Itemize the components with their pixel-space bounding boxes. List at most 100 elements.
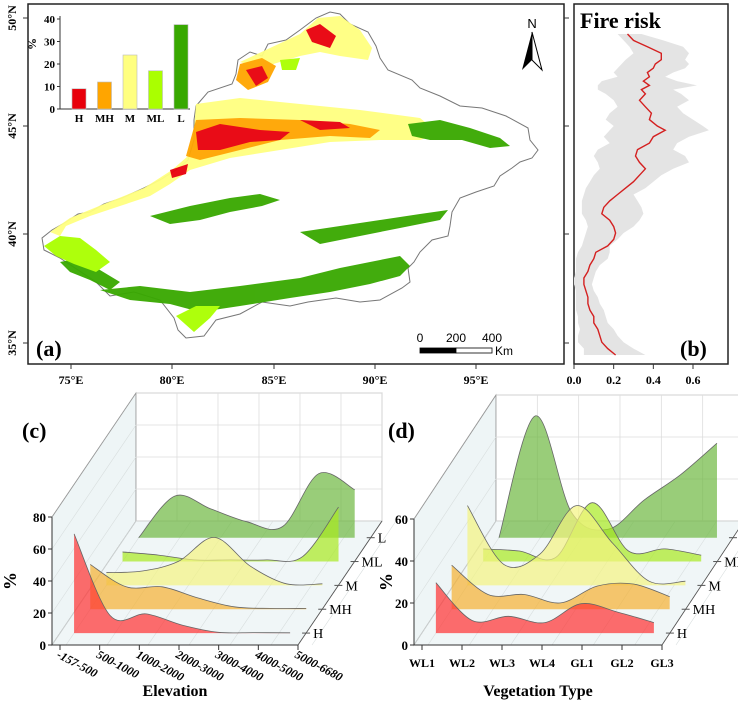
inset-bar-L (173, 24, 189, 110)
lon-tick-label: 90°E (363, 373, 388, 387)
inset-x-tick-label: M (125, 113, 136, 125)
series-label-MH: MH (693, 603, 716, 618)
panel-a-map: 75°E 80°E 85°E 90°E 95°E 35°N 40°N 45°N 50°N 0 1… (5, 3, 569, 387)
ridge-line-M (467, 505, 686, 585)
inset-bar-chart: 0 10 20 30 40% H MH M ML L (25, 14, 190, 125)
ridge-line-H (435, 582, 655, 624)
fire-risk-range-band (574, 34, 709, 355)
inset-y-tick-label: 20 (44, 59, 56, 71)
top-edge (51, 392, 137, 518)
ridge-area-M (467, 505, 686, 586)
scale-unit: Km (495, 344, 513, 358)
y-tick-label: 20 (395, 596, 408, 611)
inset-x-tick-label: MH (95, 113, 114, 125)
panel-label-b: (b) (680, 336, 707, 361)
zone-ml-south (176, 306, 220, 332)
y-tick-label: 60 (395, 512, 408, 527)
zone-l-altun (300, 210, 448, 244)
series-label-L: L (378, 532, 387, 547)
zone-ml-north (280, 58, 300, 70)
panel-b-x-tick-label: 0.2 (606, 373, 621, 387)
y-tick-label: 0 (40, 638, 47, 653)
depth-axis (297, 520, 383, 646)
x-tick-label: GL3 (650, 656, 673, 670)
ridge-area-L (138, 472, 355, 538)
x-axis-title: Elevation (143, 683, 208, 700)
inset-x-tick-label: L (177, 113, 184, 125)
zone-l-east-tianshan (408, 120, 510, 148)
series-label-ML: ML (724, 556, 738, 571)
panel-b-fire-risk-profile: Fire risk 0.0 0.2 0.4 0.6 (b) (567, 3, 729, 387)
side-grid (51, 456, 137, 582)
floor-grid (270, 520, 356, 646)
panel-b-x-tick-label: 0.6 (686, 373, 701, 387)
side-grid (51, 424, 137, 550)
inset-bar-H (71, 88, 87, 110)
panel-d-vegetation-ridgeline: L MLM MH H 0 20 40 60 WL1 WL2 WL3 WL4 GL1 GL2 GL3 Veget… (376, 393, 738, 700)
ridge-line-M (106, 536, 323, 586)
inset-x-tick-label: H (75, 113, 84, 125)
ridge-line-H (73, 533, 291, 634)
zone-h-west (170, 164, 188, 178)
panel-label-d: (d) (388, 418, 415, 443)
series-label-H: H (677, 627, 687, 642)
zone-l-south-tianshan (150, 194, 280, 224)
x-tick-label: 500-1000 (94, 647, 141, 681)
ridge-area-H (74, 533, 291, 634)
zone-h-tianshan (196, 124, 290, 150)
y-tick-label: 20 (33, 606, 46, 621)
ridge-area-L (498, 415, 717, 538)
lat-tick-label: 50°N (5, 5, 19, 31)
zone-h-altai (306, 24, 336, 48)
inset-y-label: % (25, 38, 39, 50)
lon-tick-label: 95°E (464, 373, 489, 387)
y-axis-title: % (376, 573, 396, 591)
zone-h-north (246, 66, 268, 86)
inset-y-tick-label: 30 (44, 37, 56, 49)
y-tick-label: 40 (395, 554, 408, 569)
zone-l-west (60, 258, 120, 290)
inset-bar-MH (97, 81, 112, 110)
map-risk-zones (44, 16, 510, 332)
panel-label-c: (c) (22, 418, 46, 443)
ridge-line-MH (90, 564, 307, 609)
floor-grid (311, 520, 397, 646)
ridge-area-ML (122, 507, 339, 562)
series-label-M: M (708, 579, 721, 594)
series-label-ML: ML (362, 556, 383, 571)
lon-tick-label: 80°E (160, 373, 185, 387)
series-label-M: M (345, 579, 358, 594)
side-grid (51, 488, 137, 614)
ridge-line-MH (451, 564, 670, 604)
x-tick-label: -157-500 (55, 647, 100, 680)
zone-m-north (240, 16, 372, 68)
zone-l-kunlun (100, 256, 410, 312)
lat-tick-label: 35°N (5, 330, 19, 356)
latitude-axis: 35°N 40°N 45°N 50°N (5, 5, 569, 356)
zone-ml-west (44, 236, 110, 272)
ridge-area-MH (90, 564, 307, 610)
north-label: N (527, 16, 536, 31)
lat-tick-label: 45°N (5, 113, 19, 139)
scale-bar: 0 200 400 Km (417, 331, 513, 358)
zone-h-tianshan-2 (300, 120, 350, 130)
y-tick-label: 60 (33, 542, 46, 557)
x-tick-label: GL1 (570, 656, 593, 670)
y-tick-label: 80 (33, 510, 46, 525)
top-edge (413, 394, 497, 520)
series-label-MH: MH (329, 603, 352, 618)
panel-b-x-axis: 0.0 0.2 0.4 0.6 (567, 364, 701, 387)
fire-risk-mean-line (583, 33, 667, 356)
inset-x-tick-label: ML (147, 113, 165, 125)
scale-tick-0: 0 (417, 331, 424, 345)
inset-y-tick-label: 0 (50, 104, 56, 116)
longitude-axis: 75°E 80°E 85°E 90°E 95°E (59, 364, 489, 387)
inset-bar-ML (148, 70, 163, 110)
scale-tick-200: 200 (446, 331, 466, 345)
y-tick-label: 40 (33, 574, 46, 589)
panel-b-x-tick-label: 0.0 (567, 373, 582, 387)
lon-tick-label: 75°E (59, 373, 84, 387)
inset-bar-M (122, 54, 138, 110)
y-axis-title: % (0, 572, 20, 590)
ridge-line-L (138, 472, 355, 538)
